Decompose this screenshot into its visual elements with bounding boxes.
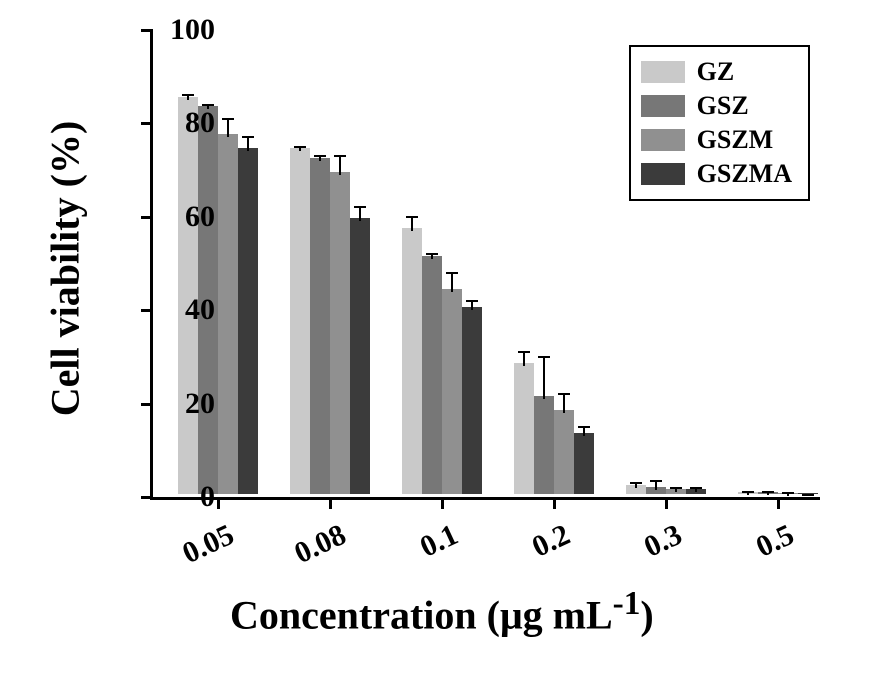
y-tick	[141, 29, 153, 32]
x-tick	[329, 497, 332, 509]
y-tick-label: 20	[155, 387, 215, 421]
error-bar	[563, 394, 565, 413]
bar	[402, 228, 422, 494]
y-tick	[141, 122, 153, 125]
error-cap	[314, 155, 326, 157]
error-cap	[578, 426, 590, 428]
x-tick-label: 0.2	[498, 518, 576, 578]
error-cap	[334, 155, 346, 157]
legend-item: GSZMA	[641, 157, 792, 191]
error-cap	[782, 492, 794, 494]
x-tick-label: 0.1	[386, 518, 464, 578]
y-tick-label: 80	[155, 106, 215, 140]
chart-container: GZ GSZ GSZM GSZMA	[150, 30, 820, 500]
bar	[310, 158, 330, 494]
x-tick	[553, 497, 556, 509]
error-cap	[558, 393, 570, 395]
bar	[442, 289, 462, 494]
bar	[574, 433, 594, 494]
x-tick-label: 0.5	[722, 518, 800, 578]
error-cap	[762, 491, 774, 493]
error-bar	[359, 207, 361, 221]
bar	[462, 307, 482, 494]
error-cap	[294, 146, 306, 148]
bar	[534, 396, 554, 494]
error-cap	[406, 216, 418, 218]
error-cap	[242, 136, 254, 138]
error-cap	[630, 482, 642, 484]
legend-label: GSZ	[697, 91, 749, 121]
error-bar	[471, 301, 473, 310]
legend-swatch	[641, 61, 685, 83]
y-tick	[141, 216, 153, 219]
legend-label: GZ	[697, 57, 735, 87]
error-cap	[742, 491, 754, 493]
legend-swatch	[641, 163, 685, 185]
legend-label: GSZM	[697, 125, 774, 155]
error-cap	[670, 487, 682, 489]
error-cap	[182, 94, 194, 96]
error-cap	[354, 206, 366, 208]
legend-label: GSZMA	[697, 159, 792, 189]
y-axis-title: Cell viability (%)	[42, 89, 89, 449]
y-tick-label: 100	[155, 13, 215, 47]
legend-item: GSZ	[641, 89, 792, 123]
error-cap	[650, 480, 662, 482]
error-bar	[583, 427, 585, 436]
y-tick	[141, 403, 153, 406]
error-cap	[446, 272, 458, 274]
error-cap	[690, 487, 702, 489]
bar	[290, 148, 310, 494]
y-tick-label: 0	[155, 480, 215, 514]
y-tick	[141, 309, 153, 312]
x-tick	[217, 497, 220, 509]
error-cap	[222, 118, 234, 120]
legend: GZ GSZ GSZM GSZMA	[629, 45, 810, 201]
legend-swatch	[641, 129, 685, 151]
x-tick	[441, 497, 444, 509]
error-bar	[411, 217, 413, 231]
bar	[330, 172, 350, 494]
error-cap	[518, 351, 530, 353]
y-tick-label: 60	[155, 200, 215, 234]
bar	[350, 218, 370, 494]
legend-item: GZ	[641, 55, 792, 89]
x-axis-title: Concentration (μg mL-1)	[230, 585, 654, 638]
error-cap	[466, 300, 478, 302]
x-tick	[665, 497, 668, 509]
bar	[422, 256, 442, 494]
bar	[218, 134, 238, 494]
legend-swatch	[641, 95, 685, 117]
x-tick-label: 0.05	[162, 518, 240, 578]
x-tick-label: 0.3	[610, 518, 688, 578]
error-bar	[523, 352, 525, 366]
bar	[514, 363, 534, 494]
error-cap	[802, 494, 814, 496]
bar	[238, 148, 258, 494]
error-cap	[538, 356, 550, 358]
error-bar	[451, 273, 453, 292]
bar	[554, 410, 574, 494]
error-bar	[339, 156, 341, 175]
error-bar	[655, 481, 657, 490]
legend-item: GSZM	[641, 123, 792, 157]
x-tick	[777, 497, 780, 509]
error-bar	[543, 357, 545, 399]
error-bar	[247, 137, 249, 151]
y-tick-label: 40	[155, 293, 215, 327]
y-tick	[141, 496, 153, 499]
x-tick-label: 0.08	[274, 518, 352, 578]
error-cap	[426, 253, 438, 255]
error-bar	[227, 119, 229, 138]
